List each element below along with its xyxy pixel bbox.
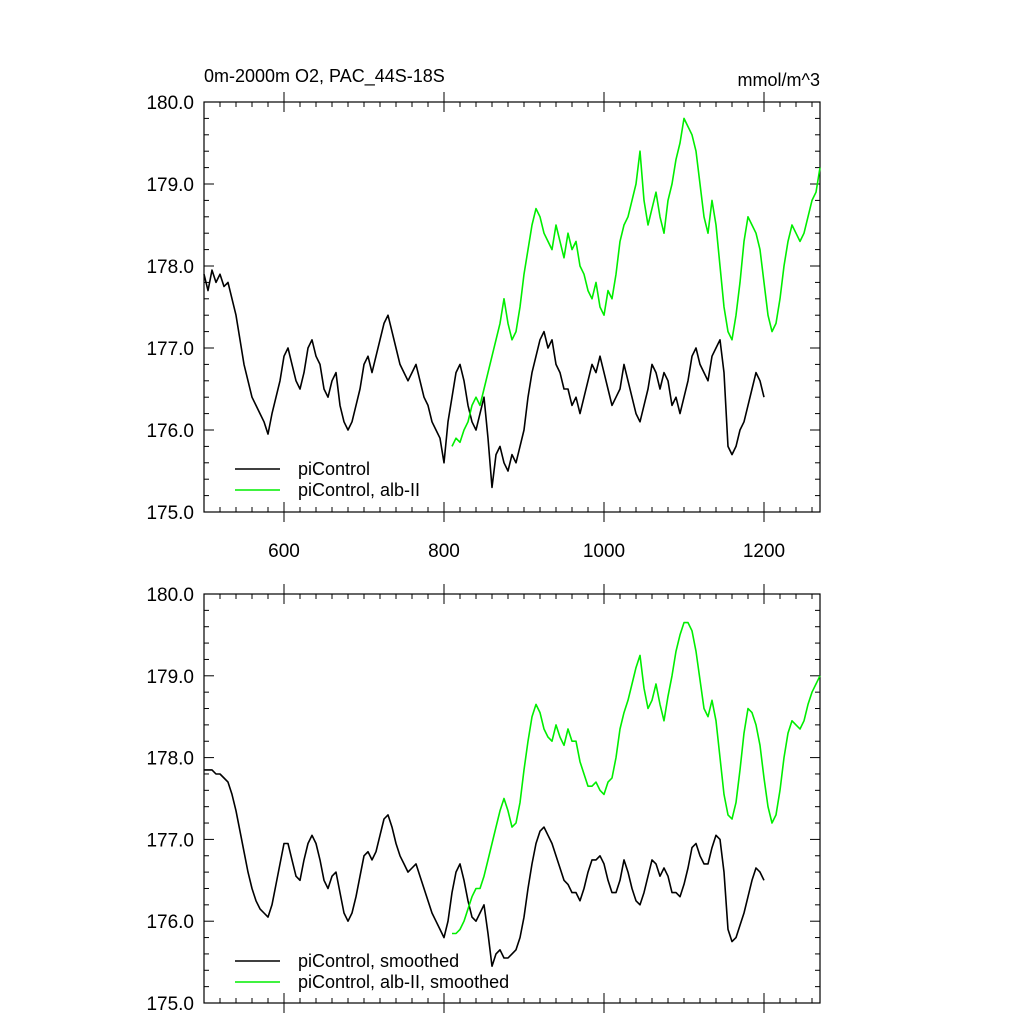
chart-title: 0m-2000m O2, PAC_44S-18S	[204, 66, 445, 87]
top-ytick-label: 180.0	[146, 93, 194, 114]
top-ytick-label: 175.0	[146, 503, 194, 524]
bottom-ytick-label: 180.0	[146, 585, 194, 606]
bottom-ytick-label: 176.0	[146, 912, 194, 933]
top-ytick-label: 179.0	[146, 175, 194, 196]
bottom-ytick-label: 175.0	[146, 994, 194, 1015]
top-series-line-alb-ii	[451, 117, 821, 447]
bottom-ytick-label: 179.0	[146, 667, 194, 688]
top-xtick-label: 1200	[743, 541, 785, 562]
units-label: mmol/m^3	[738, 70, 820, 90]
top-xtick-label: 600	[268, 541, 300, 562]
legend-label-picontrol: piControl	[298, 459, 370, 479]
top-ytick-label: 177.0	[146, 339, 194, 360]
bottom-plot-frame	[203, 593, 821, 1004]
legend-label-alb-ii: piControl, alb-II	[298, 480, 420, 500]
bottom-series-line-alb-ii	[452, 621, 821, 935]
top-ytick-label: 178.0	[146, 257, 194, 278]
bottom-ytick-label: 177.0	[146, 830, 194, 851]
top-ytick-label: 176.0	[146, 421, 194, 442]
bottom-ytick-label: 178.0	[146, 749, 194, 770]
top-plot-frame	[203, 101, 821, 513]
top-xtick-label: 800	[428, 541, 460, 562]
legend-label-alb-ii-smoothed: piControl, alb-II, smoothed	[298, 972, 509, 992]
top-series-line-picontrol	[203, 269, 765, 489]
legend-label-picontrol-smoothed: piControl, smoothed	[298, 951, 459, 971]
bottom-series-line-picontrol	[204, 769, 765, 967]
top-xtick-label: 1000	[583, 541, 625, 562]
